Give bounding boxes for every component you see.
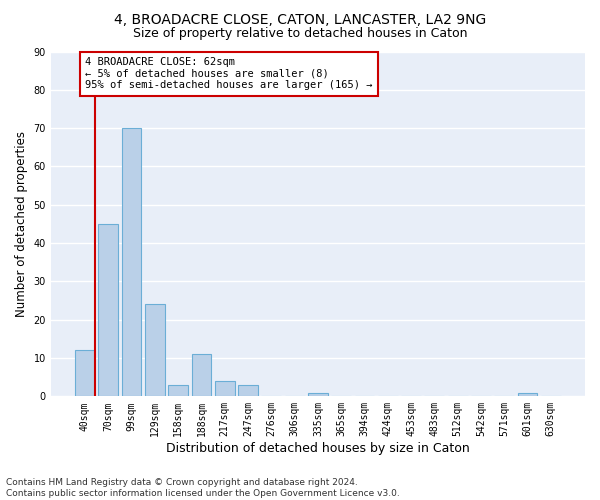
Bar xyxy=(145,304,165,396)
Bar xyxy=(98,224,118,396)
Bar xyxy=(191,354,211,397)
Y-axis label: Number of detached properties: Number of detached properties xyxy=(15,131,28,317)
Bar xyxy=(75,350,95,397)
X-axis label: Distribution of detached houses by size in Caton: Distribution of detached houses by size … xyxy=(166,442,470,455)
Text: 4, BROADACRE CLOSE, CATON, LANCASTER, LA2 9NG: 4, BROADACRE CLOSE, CATON, LANCASTER, LA… xyxy=(114,12,486,26)
Bar xyxy=(238,385,258,396)
Bar xyxy=(215,381,235,396)
Text: Contains HM Land Registry data © Crown copyright and database right 2024.
Contai: Contains HM Land Registry data © Crown c… xyxy=(6,478,400,498)
Bar xyxy=(308,392,328,396)
Text: 4 BROADACRE CLOSE: 62sqm
← 5% of detached houses are smaller (8)
95% of semi-det: 4 BROADACRE CLOSE: 62sqm ← 5% of detache… xyxy=(85,57,373,90)
Bar xyxy=(168,385,188,396)
Bar xyxy=(518,392,538,396)
Text: Size of property relative to detached houses in Caton: Size of property relative to detached ho… xyxy=(133,28,467,40)
Bar xyxy=(122,128,142,396)
